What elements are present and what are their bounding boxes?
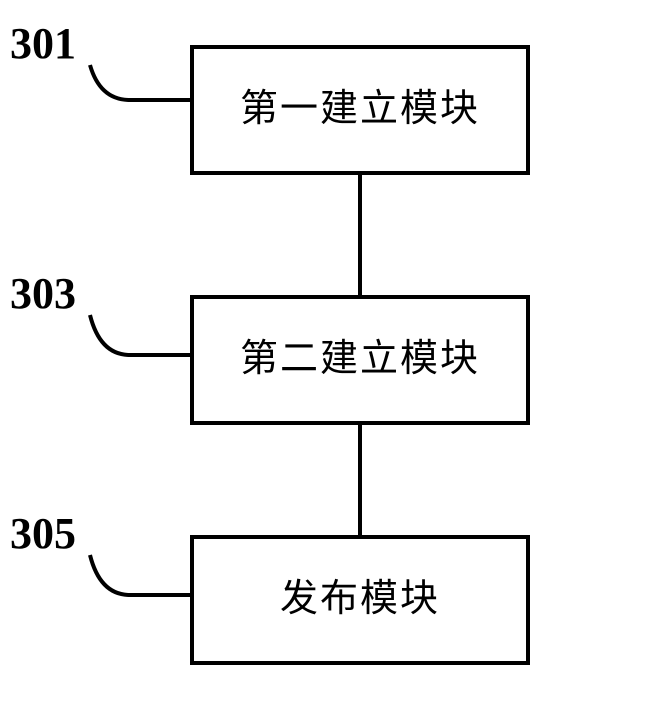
node-box-301: 第一建立模块 [190,45,530,175]
edge-301-303 [358,175,362,295]
flowchart-diagram: 301 第一建立模块 303 第二建立模块 305 发布模块 [0,0,667,719]
node-box-305: 发布模块 [190,535,530,665]
leader-line-303 [0,250,200,450]
box-text: 第一建立模块 [240,87,480,133]
leader-line-301 [0,0,200,200]
box-text: 发布模块 [280,577,440,623]
node-box-303: 第二建立模块 [190,295,530,425]
leader-line-305 [0,490,200,690]
edge-303-305 [358,425,362,535]
box-text: 第二建立模块 [240,337,480,383]
